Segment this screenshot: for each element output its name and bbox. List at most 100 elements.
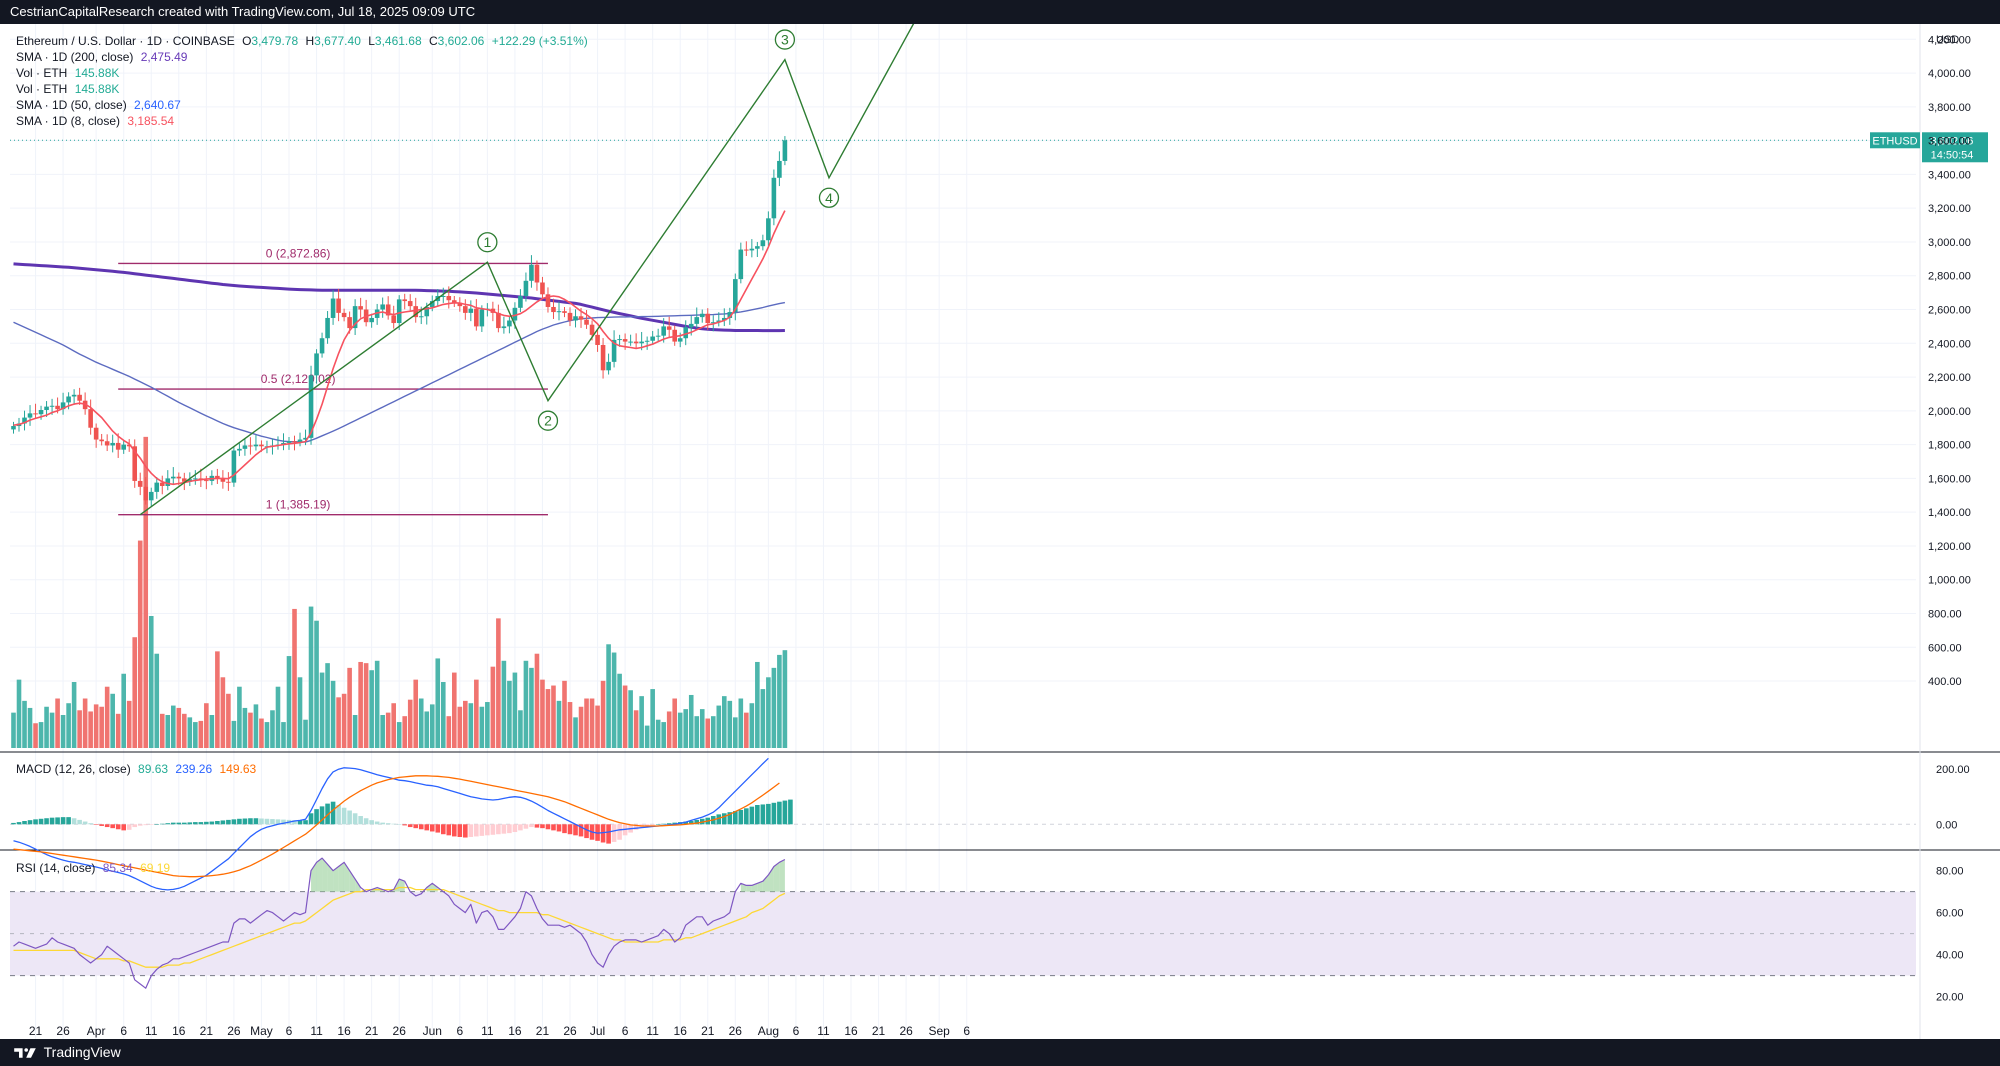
macd-histogram-bar	[60, 817, 66, 825]
candle-body	[391, 315, 396, 324]
price-axis-tick: 400.00	[1928, 676, 1962, 688]
time-axis-tick: 6	[286, 1024, 293, 1038]
volume-bar	[159, 713, 165, 748]
last-price-symbol-tag	[1870, 132, 1920, 149]
candle-body	[766, 218, 771, 241]
wave-label: 4	[825, 190, 833, 206]
candle-body	[661, 326, 666, 336]
volume-bar	[628, 690, 633, 748]
candle-body	[402, 299, 408, 302]
time-axis-tick: 26	[393, 1024, 407, 1038]
candle-body	[782, 140, 788, 161]
macd-histogram-bar	[716, 814, 722, 825]
macd-histogram-bar	[755, 805, 760, 825]
candle-body	[231, 450, 237, 483]
price-axis-tick: 2,400.00	[1928, 338, 1971, 350]
macd-histogram-bar	[336, 805, 341, 825]
time-axis-tick: 6	[456, 1024, 463, 1038]
volume-bar	[170, 705, 176, 748]
rsi-ma-line	[13, 886, 786, 968]
volume-bar	[110, 693, 115, 748]
candle-body	[424, 306, 430, 317]
candle-body	[534, 264, 540, 283]
macd-histogram-bar	[721, 813, 727, 825]
legend-rsi[interactable]: RSI (14, close) 85.34 69.19	[16, 861, 174, 875]
candle-body	[777, 160, 782, 178]
price-axis-tick: 2,000.00	[1928, 406, 1971, 418]
candle-body	[418, 316, 424, 318]
macd-histogram-bar	[132, 824, 138, 828]
macd-histogram-bar	[490, 824, 496, 835]
time-axis-tick: 16	[508, 1024, 522, 1038]
macd-histogram-bar	[204, 821, 209, 825]
candle-body	[77, 394, 82, 401]
macd-histogram-bar	[545, 824, 551, 830]
macd-histogram-bar	[182, 822, 187, 825]
candle-body	[237, 448, 242, 451]
candle-body	[699, 313, 705, 318]
candle-body	[248, 445, 253, 447]
macd-histogram-bar	[281, 819, 286, 825]
macd-histogram-bar	[529, 824, 534, 828]
time-axis-tick: Jun	[423, 1024, 442, 1038]
volume-bar	[468, 703, 474, 748]
macd-histogram-bar	[226, 819, 231, 825]
rsi-axis-tick: 80.00	[1936, 866, 1964, 878]
price-axis-tick: 4,200.00	[1928, 34, 1971, 46]
last-price-symbol: ETHUSD	[1872, 135, 1917, 147]
candle-body	[545, 294, 551, 307]
legend-macd[interactable]: MACD (12, 26, close) 89.63 239.26 149.63	[16, 762, 260, 776]
volume-bar	[319, 672, 325, 748]
candle-body	[115, 442, 121, 450]
macd-histogram-bar	[93, 824, 99, 825]
macd-histogram-bar	[104, 824, 110, 828]
legend-vol1[interactable]: Vol · ETH 145.88K	[16, 66, 123, 80]
macd-histogram-bar	[440, 824, 446, 835]
chart-canvas[interactable]: 0 (2,872.86) 0.5 (2,129.02) 1 (1,385.19) 1 2…	[0, 24, 2000, 1039]
legend-close: 3,602.06	[437, 34, 485, 48]
candle-body	[314, 353, 319, 376]
volume-bar	[275, 686, 281, 748]
macd-histogram-bar	[341, 807, 347, 825]
rsi-overbought-fill	[779, 859, 785, 892]
volume-bar	[374, 660, 380, 748]
candle-body	[562, 311, 567, 313]
candle-body	[121, 444, 126, 450]
volume-bar	[204, 703, 209, 748]
volume-bar	[760, 689, 766, 748]
volume-bar	[352, 715, 358, 748]
macd-histogram-bar	[55, 817, 60, 825]
macd-histogram-bar	[82, 821, 88, 825]
legend-vol2[interactable]: Vol · ETH 145.88K	[16, 82, 123, 96]
volume-bar	[292, 608, 297, 748]
candle-body	[49, 405, 55, 407]
macd-histogram-bar	[744, 808, 749, 825]
candle-body	[303, 437, 308, 440]
price-axis-tick: 3,000.00	[1928, 237, 1971, 249]
volume-bar	[396, 722, 402, 748]
macd-histogram-bar	[429, 824, 435, 832]
legend-sma200[interactable]: SMA · 1D (200, close) 2,475.49	[16, 50, 191, 64]
macd-histogram-bar	[71, 818, 77, 825]
legend-macd-line: 239.26	[175, 762, 213, 776]
volume-bar	[589, 698, 595, 748]
candle-body	[126, 444, 132, 447]
macd-histogram-bar	[683, 821, 689, 825]
wave-label-circle	[774, 29, 796, 50]
attribution-bar: CestrianCapitalResearch created with Tra…	[0, 0, 2000, 24]
volume-bar	[137, 540, 143, 748]
macd-histogram-bar	[330, 801, 336, 825]
volume-bar	[567, 702, 573, 748]
macd-histogram-bar	[777, 801, 782, 825]
candle-body	[341, 312, 347, 318]
macd-histogram-bar	[727, 812, 733, 825]
macd-histogram-bar	[165, 823, 171, 825]
candle-body	[319, 338, 325, 354]
legend-sma50[interactable]: SMA · 1D (50, close) 2,640.67	[16, 98, 185, 112]
candle-body	[650, 336, 655, 341]
volume-bar	[104, 686, 110, 748]
legend-sma8[interactable]: SMA · 1D (8, close) 3,185.54	[16, 114, 178, 128]
volume-bar	[694, 716, 700, 748]
price-axis-tick: 2,200.00	[1928, 372, 1971, 384]
legend-low: 3,461.68	[374, 34, 422, 48]
